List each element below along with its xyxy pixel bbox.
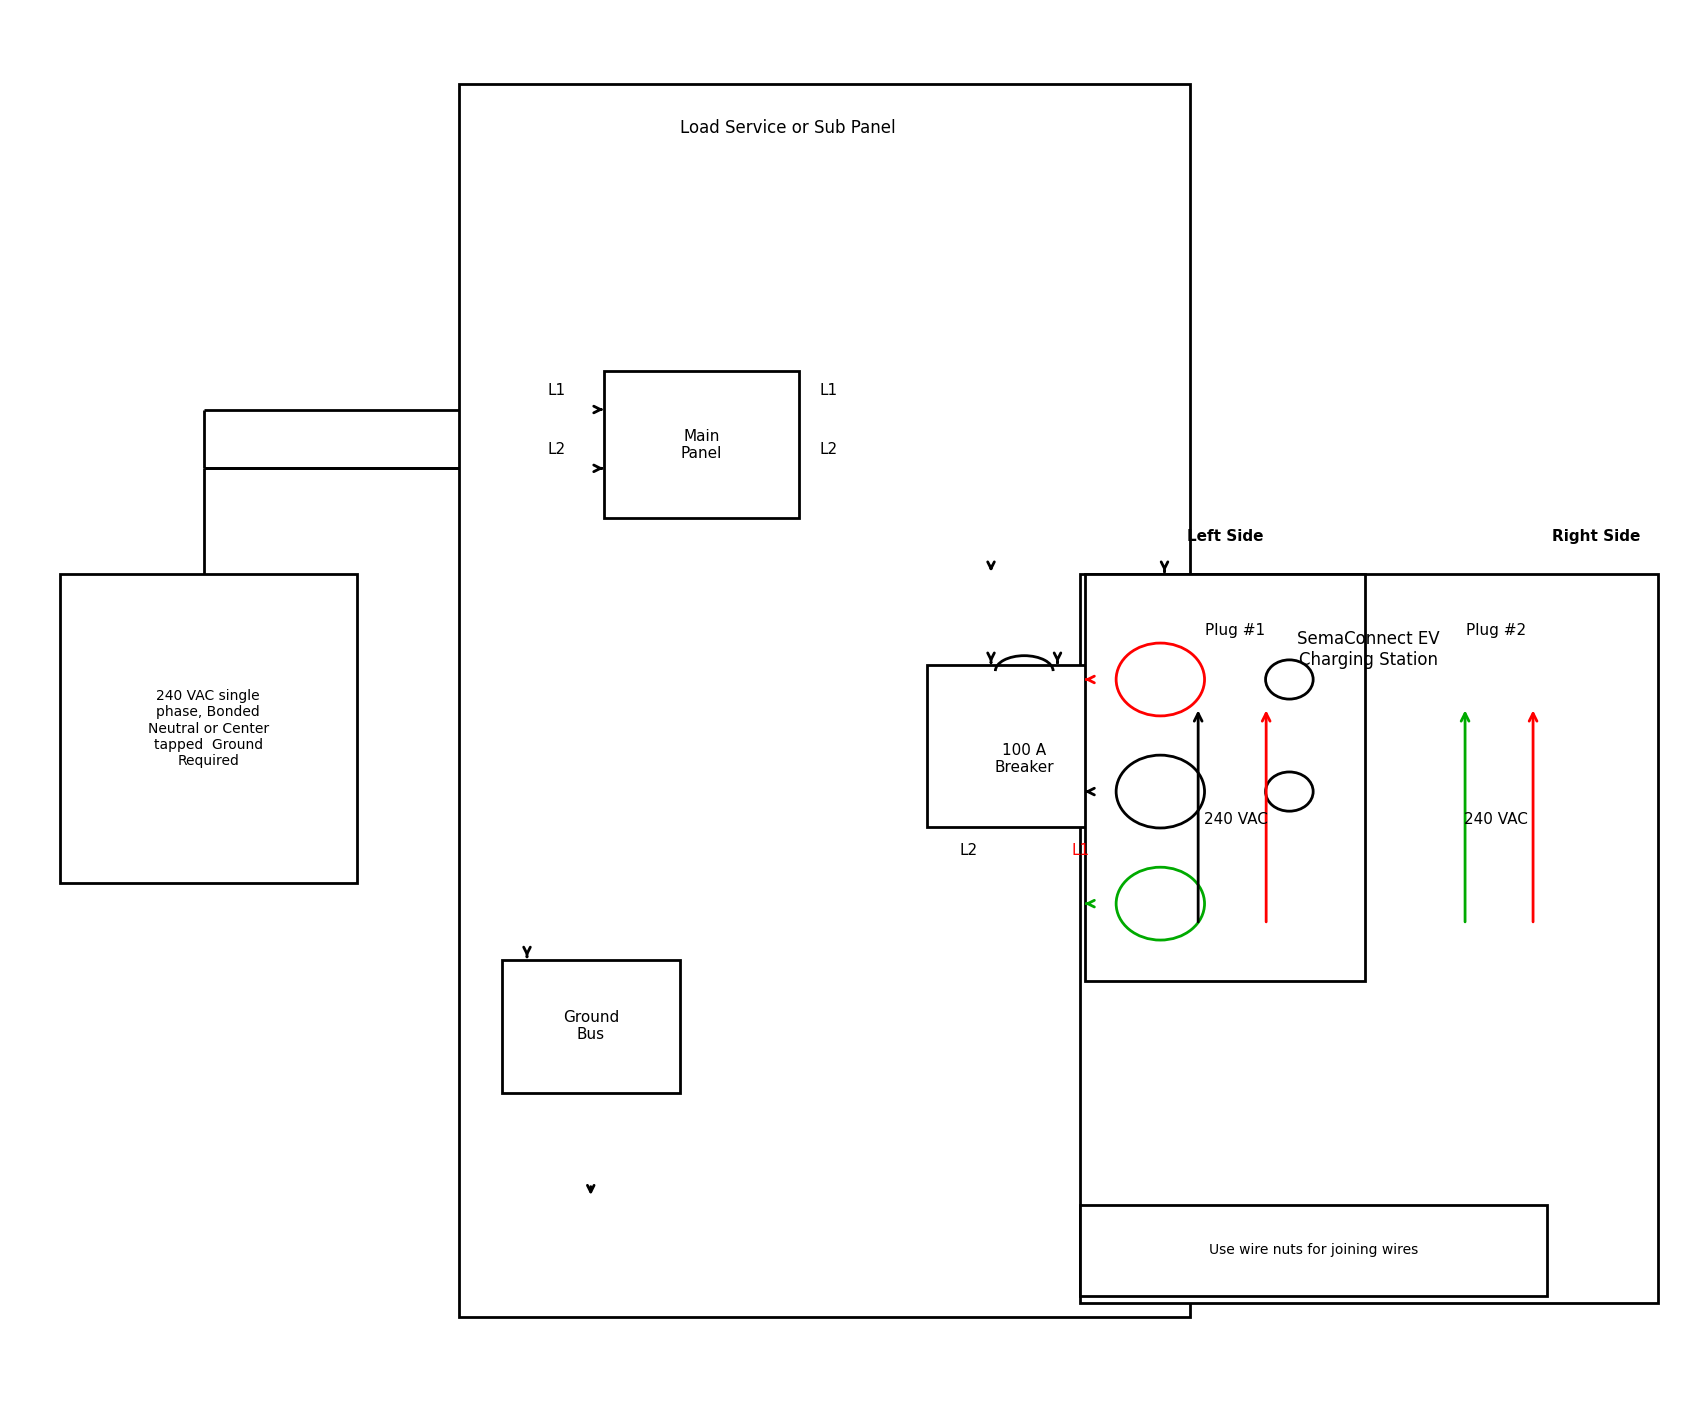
Bar	[604, 371, 799, 518]
Text: L2: L2	[547, 443, 566, 457]
Text: L1: L1	[1071, 843, 1090, 859]
Text: Plug #1: Plug #1	[1205, 623, 1265, 637]
Text: Load Service or Sub Panel: Load Service or Sub Panel	[680, 119, 896, 137]
Text: L1: L1	[547, 384, 566, 398]
Text: Main
Panel: Main Panel	[680, 429, 722, 461]
Text: Use wire nuts for joining wires: Use wire nuts for joining wires	[1209, 1244, 1418, 1257]
Bar	[459, 84, 1190, 1317]
Text: L1: L1	[819, 384, 838, 398]
Text: Ground
Bus: Ground Bus	[563, 1010, 619, 1042]
Bar	[1080, 574, 1658, 1303]
Bar	[60, 574, 357, 883]
Text: L2: L2	[959, 843, 978, 859]
Bar	[927, 665, 1122, 827]
Bar	[1080, 1205, 1547, 1296]
Text: 240 VAC single
phase, Bonded
Neutral or Center
tapped  Ground
Required: 240 VAC single phase, Bonded Neutral or …	[148, 689, 269, 768]
Bar	[1085, 574, 1365, 981]
Text: 100 A
Breaker: 100 A Breaker	[994, 743, 1054, 775]
Text: SemaConnect EV
Charging Station: SemaConnect EV Charging Station	[1297, 630, 1440, 670]
Text: Left Side: Left Side	[1187, 528, 1263, 544]
Bar	[502, 960, 680, 1093]
Text: L2: L2	[819, 443, 838, 457]
Text: 240 VAC: 240 VAC	[1204, 813, 1268, 827]
Text: Right Side: Right Side	[1552, 528, 1640, 544]
Text: Plug #2: Plug #2	[1465, 623, 1525, 637]
Text: 240 VAC: 240 VAC	[1464, 813, 1528, 827]
